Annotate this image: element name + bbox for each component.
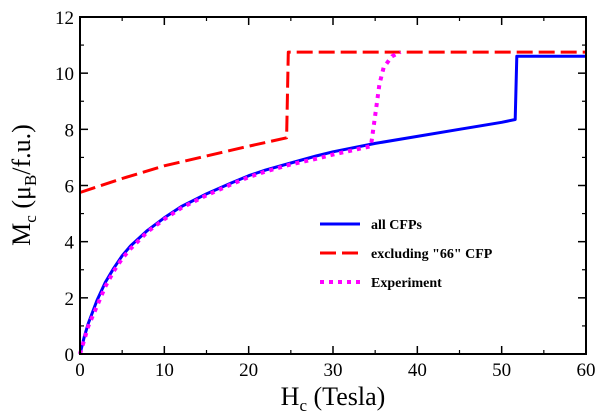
ticks-layer: 0 10 20 30 40 50 60 0 2 4 6 8 10 12 [55, 8, 596, 381]
y-axis-title: Mc (μB/f.u.) [7, 124, 40, 246]
legend-label-2: Experiment [371, 276, 442, 291]
x-tick-label: 20 [239, 360, 258, 381]
y-tick-label: 12 [55, 8, 74, 29]
x-tick-label: 50 [492, 360, 511, 381]
series-line-1 [79, 50, 586, 194]
plot-frame [79, 16, 587, 355]
x-tick-label: 30 [324, 360, 343, 381]
y-tick-label: 6 [65, 177, 75, 198]
x-tick-label: 40 [408, 360, 427, 381]
legend: all CFPs excluding "66" CFP Experiment [320, 218, 493, 291]
y-tick-label: 8 [65, 120, 75, 141]
x-tick-label: 10 [155, 360, 174, 381]
y-tick-label: 4 [65, 233, 75, 254]
y-tick-label: 2 [65, 289, 75, 310]
legend-label-0: all CFPs [371, 218, 422, 233]
legend-label-1: excluding "66" CFP [371, 247, 493, 262]
y-tick-label: 10 [55, 64, 74, 85]
data-layer [78, 50, 586, 355]
x-tick-label: 60 [577, 360, 596, 381]
x-axis-title: Hc (Tesla) [281, 382, 386, 413]
x-tick-label: 0 [75, 360, 85, 381]
series-line-2 [78, 50, 402, 355]
series-line-0 [78, 54, 586, 355]
y-tick-label: 0 [65, 345, 75, 366]
